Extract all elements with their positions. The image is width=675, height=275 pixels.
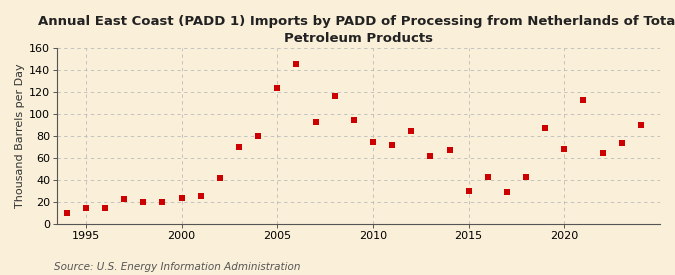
Point (406, 128, 416, 133)
Point (387, 143, 398, 147)
Point (483, 174, 493, 179)
Point (310, 120, 321, 124)
Point (157, 200, 168, 204)
Point (425, 154, 436, 158)
Point (272, 86, 283, 90)
Point (215, 175, 225, 180)
Point (597, 150, 608, 155)
Point (61, 211, 72, 215)
Y-axis label: Thousand Barrels per Day: Thousand Barrels per Day (15, 64, 25, 208)
Point (329, 94, 340, 98)
Point (291, 62, 302, 66)
Point (80, 206, 91, 211)
Point (195, 194, 206, 199)
Point (559, 147, 570, 152)
Point (252, 134, 263, 138)
Point (176, 195, 187, 200)
Point (368, 139, 379, 144)
Point (138, 200, 148, 204)
Point (119, 196, 130, 201)
Text: Source: U.S. Energy Information Administration: Source: U.S. Energy Information Administ… (54, 262, 300, 272)
Point (578, 98, 589, 102)
Point (100, 206, 111, 211)
Point (502, 190, 512, 194)
Point (234, 145, 244, 149)
Point (463, 189, 474, 193)
Point (635, 123, 646, 127)
Point (616, 141, 627, 145)
Point (444, 148, 455, 153)
Point (520, 174, 531, 179)
Point (540, 126, 551, 131)
Point (348, 117, 359, 122)
Title: Annual East Coast (PADD 1) Imports by PADD of Processing from Netherlands of Tot: Annual East Coast (PADD 1) Imports by PA… (38, 15, 675, 45)
